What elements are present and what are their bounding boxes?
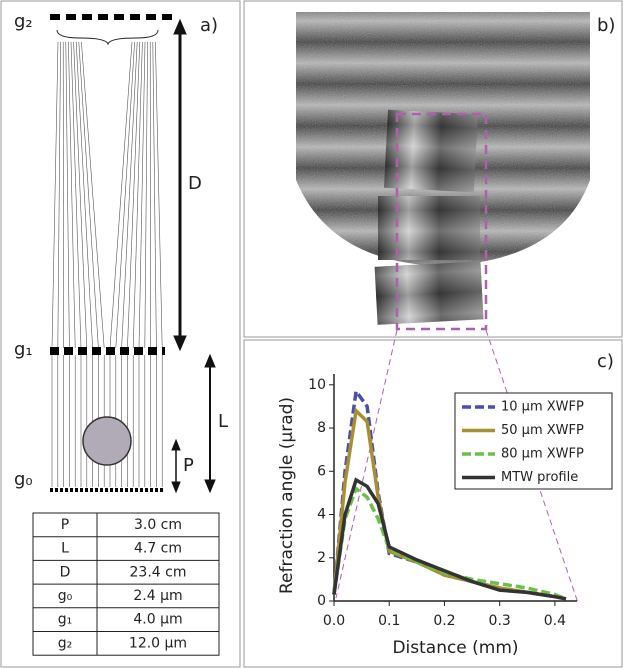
legend-box: [454, 392, 613, 490]
dimension-label: L: [218, 411, 228, 432]
table-cell: g₂: [58, 635, 73, 651]
legend-label: 10 μm XWFP: [501, 400, 584, 415]
legend-label: 80 μm XWFP: [501, 447, 584, 462]
legend-label: MTW profile: [501, 470, 578, 485]
grating-diagram: [51, 41, 163, 487]
table-cell: 4.0 μm: [133, 612, 182, 628]
beam: [138, 41, 146, 349]
y-axis-title: Refraction angle (µrad): [277, 397, 297, 594]
zoom-line: [335, 329, 398, 599]
x-axis-title: Distance (mm): [392, 638, 518, 658]
x-tick-label: 0.1: [378, 613, 400, 629]
y-tick-label: 10: [308, 377, 326, 393]
legend-label: 50 μm XWFP: [501, 423, 584, 438]
x-tick-label: 0.2: [433, 613, 455, 629]
y-tick-label: 0: [317, 593, 326, 609]
panel-label: c): [597, 351, 614, 372]
grating-label: g₁: [14, 339, 33, 360]
table-cell: 2.4 μm: [133, 588, 182, 604]
dimension-label: P: [183, 455, 194, 476]
brace: [56, 29, 159, 46]
chart: 0 2 4 6 8 10 0.0 0.1 0.2 0.3 0.4 Distance (mm) Refra…: [277, 374, 613, 658]
panel-label: b): [597, 15, 615, 36]
y-tick-label: 4: [317, 507, 326, 523]
table-cell: 12.0 μm: [129, 635, 187, 651]
beam: [115, 41, 135, 349]
table-cell: D: [60, 564, 71, 580]
grating-label: g₀: [14, 469, 33, 490]
panel-frame: [243, 339, 623, 668]
beam: [57, 41, 61, 349]
parameter-table: P 3.0 cm L 4.7 cm D 23.4 cm g₀ 2.4 μm g₁ 4.0 μm g₂…: [32, 512, 220, 656]
beam: [155, 41, 163, 349]
data-line: [332, 485, 567, 601]
x-tick-label: 0.0: [323, 613, 345, 629]
table-cell: P: [61, 517, 69, 533]
beam: [70, 41, 82, 349]
simulated-tiles: [374, 109, 484, 325]
grating-label: g₂: [14, 11, 33, 32]
y-tick-label: 6: [317, 463, 326, 479]
beam: [109, 41, 133, 349]
dimension-label: D: [188, 173, 202, 194]
beam: [152, 41, 157, 349]
table-cell: g₀: [58, 588, 73, 604]
zoom-box: [395, 112, 488, 331]
x-tick-label: 0.3: [489, 613, 511, 629]
beam: [132, 41, 143, 349]
table-cell: L: [61, 541, 69, 557]
table-cell: g₁: [58, 612, 73, 628]
beam: [81, 41, 105, 349]
sample: [82, 416, 132, 466]
beam: [144, 41, 148, 349]
y-tick-label: 8: [317, 420, 326, 436]
table-cell: 23.4 cm: [130, 564, 187, 580]
table-cell: 3.0 cm: [134, 517, 182, 533]
panel-frame: [243, 0, 623, 338]
beam: [73, 41, 88, 349]
panel-frame: [0, 0, 241, 668]
table-cell: 4.7 cm: [134, 541, 182, 557]
beam: [75, 41, 93, 349]
beam: [78, 41, 99, 349]
beam: [51, 41, 59, 349]
beam: [121, 41, 138, 349]
data-line: [332, 477, 567, 601]
beam: [65, 41, 70, 349]
beam: [68, 41, 76, 349]
arrows: [171, 18, 216, 494]
y-tick-label: 2: [317, 550, 326, 566]
panel-label: a): [200, 15, 218, 36]
x-tick-label: 0.4: [544, 613, 566, 629]
beam: [127, 41, 141, 349]
